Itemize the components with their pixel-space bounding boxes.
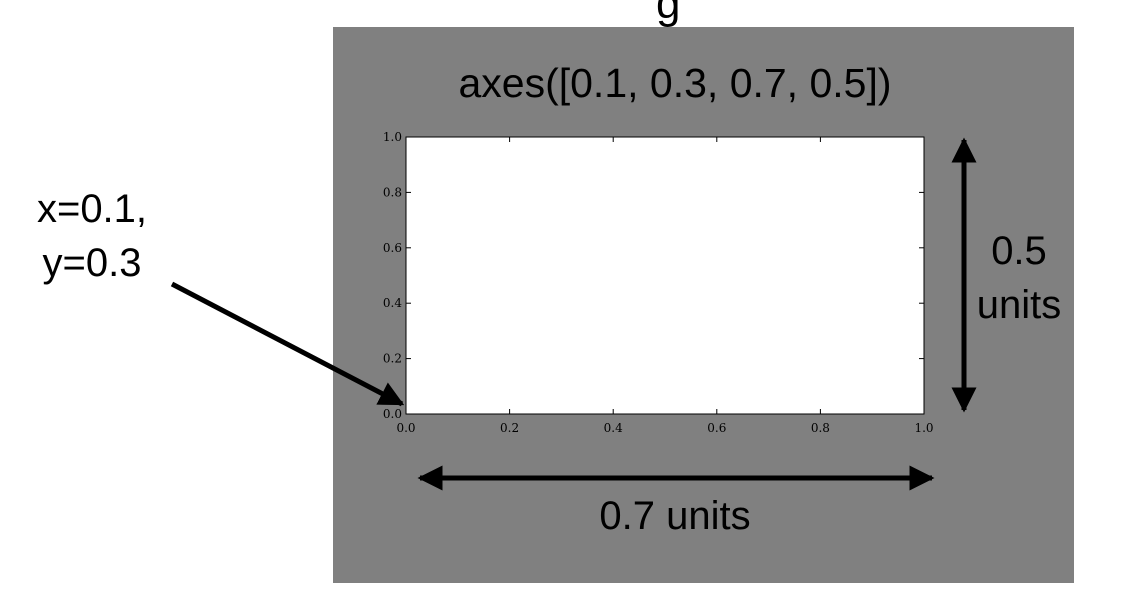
figure-title-fragment: g xyxy=(656,0,680,28)
y-tick-label: 0.4 xyxy=(383,296,402,310)
x-tick-label: 0.8 xyxy=(811,421,830,435)
x-tick-label: 0.6 xyxy=(707,421,726,435)
y-tick-label: 1.0 xyxy=(383,130,402,144)
origin-label-line1: x=0.1, xyxy=(37,187,147,231)
x-tick-label: 0.4 xyxy=(604,421,623,435)
height-unit-label: units xyxy=(977,283,1062,327)
origin-label-line2: y=0.3 xyxy=(43,241,142,285)
height-value-label: 0.5 xyxy=(991,229,1047,273)
origin-pointer-arrow xyxy=(170,281,405,407)
x-axis-ticks: 0.0 0.2 0.4 0.6 0.8 1.0 xyxy=(396,137,934,435)
y-axis-ticks: 0.0 0.2 0.4 0.6 0.8 1.0 xyxy=(383,130,924,421)
y-tick-label: 0.6 xyxy=(383,241,402,255)
y-tick-label: 0.8 xyxy=(383,185,402,199)
x-tick-label: 0.2 xyxy=(500,421,519,435)
axes-title: axes([0.1, 0.3, 0.7, 0.5]) xyxy=(458,60,891,106)
x-tick-label: 0.0 xyxy=(396,421,415,435)
x-tick-label: 1.0 xyxy=(914,421,933,435)
y-tick-label: 0.0 xyxy=(383,407,402,421)
axes-plot-area xyxy=(405,136,925,415)
width-label: 0.7 units xyxy=(599,494,750,538)
y-tick-label: 0.2 xyxy=(383,352,402,366)
